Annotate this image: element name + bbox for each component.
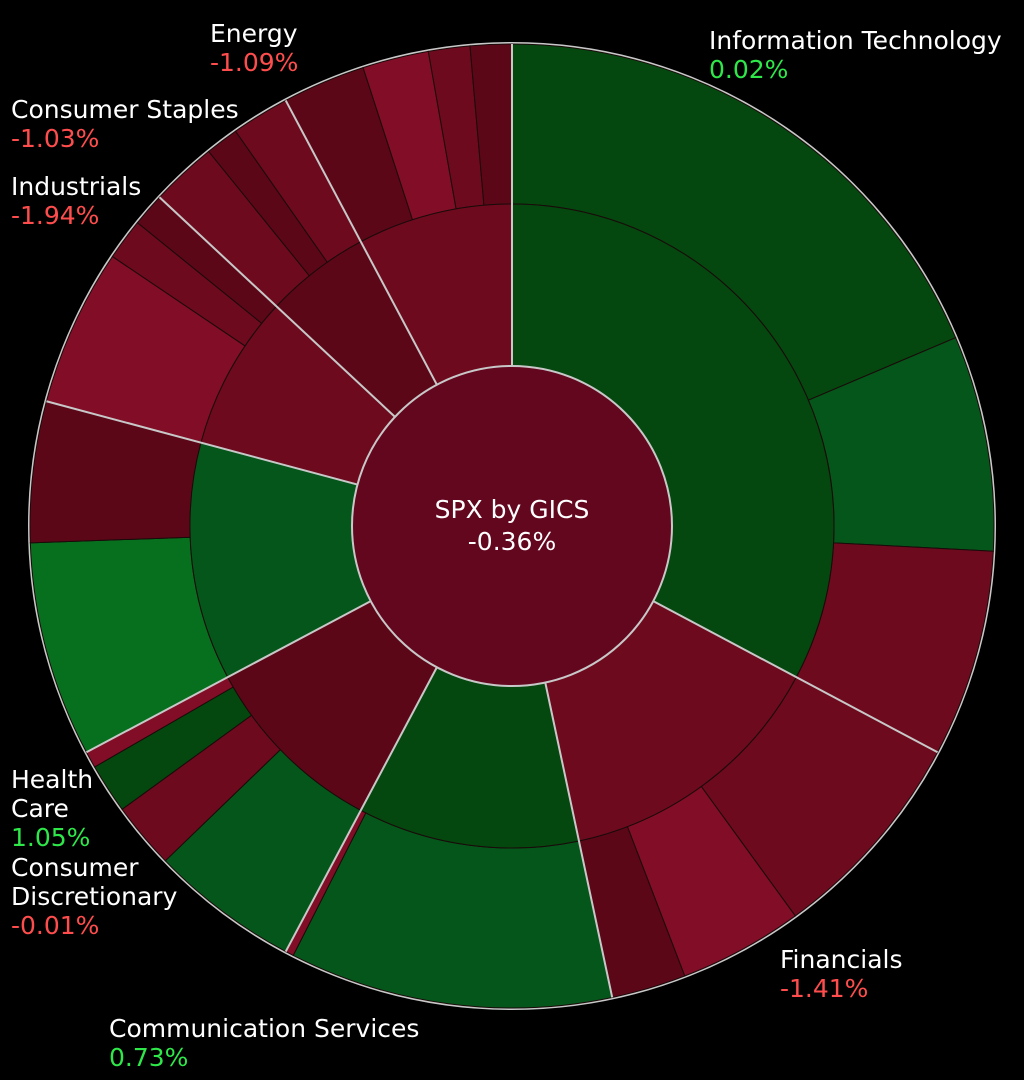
sector-name: Consumer Staples [11,95,239,124]
outer-ring-border [28,42,996,1010]
label-financials[interactable]: Financials -1.41% [780,945,903,1003]
label-information-technology[interactable]: Information Technology 0.02% [709,26,1002,84]
separator-industrials [46,400,358,486]
sector-name: Information Technology [709,26,1002,55]
sector-change: -1.41% [780,974,869,1003]
center-title: SPX by GICS [435,495,590,524]
center-value: -0.36% [468,527,556,556]
sector-separators [46,44,939,998]
sector-change: 1.05% [11,823,91,852]
label-health-care[interactable]: Health Care 1.05% [11,765,101,852]
label-communication-services[interactable]: Communication Services 0.73% [109,1014,419,1072]
sector-name: Industrials [11,172,142,201]
inner-ring [189,203,835,849]
label-consumer-staples[interactable]: Consumer Staples -1.03% [11,95,239,153]
sector-name: Consumer Discretionary [11,853,178,911]
separator-financials [652,600,939,754]
label-industrials[interactable]: Industrials -1.94% [11,172,141,230]
sector-change: 0.02% [709,55,789,84]
sector-change: -1.09% [210,48,299,77]
sector-change: -0.01% [11,911,100,940]
separator-consumer-staples [158,196,396,418]
sector-name: Health Care [11,765,94,823]
separator-consumer-discretionary [284,666,438,953]
sector-change: -1.03% [11,124,100,153]
outer-ring [29,43,995,1009]
separator-health-care [85,600,372,754]
sector-name: Communication Services [109,1014,420,1043]
center-circle[interactable] [351,365,673,687]
sector-name: Financials [780,945,903,974]
separator-energy [284,99,438,386]
sector-change: 0.73% [109,1043,189,1072]
label-consumer-discretionary[interactable]: Consumer Discretionary -0.01% [11,853,191,940]
sector-name: Energy [210,19,298,48]
separator-communication-services [544,682,614,998]
label-energy[interactable]: Energy -1.09% [210,19,298,77]
sector-change: -1.94% [11,201,100,230]
